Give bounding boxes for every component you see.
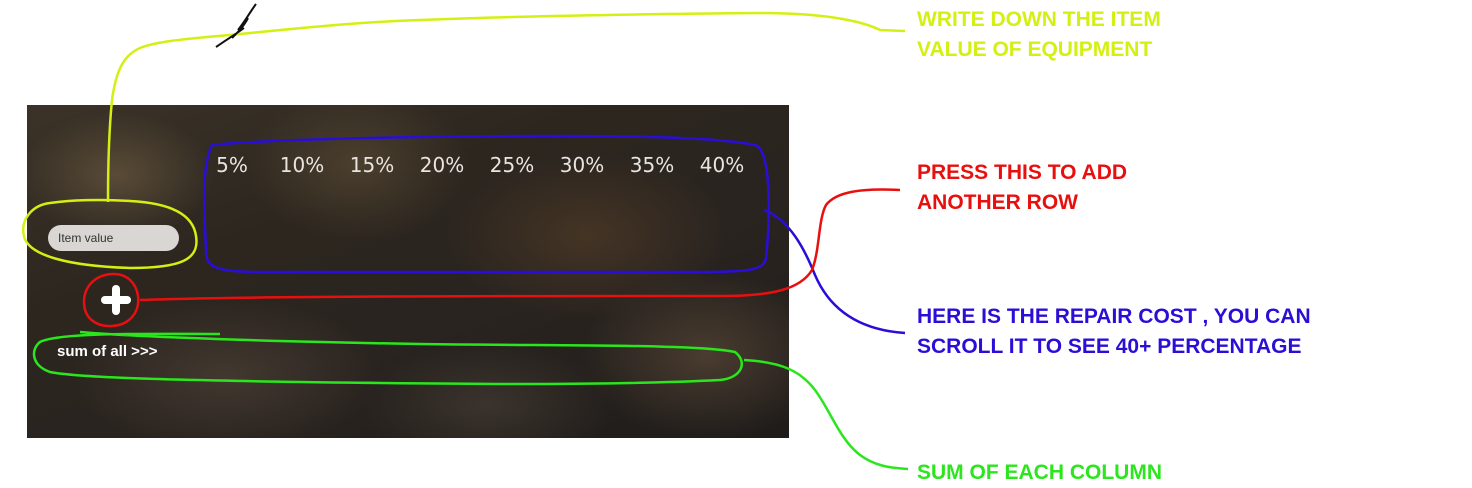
blue-highlight-box (202, 134, 770, 274)
item-value-annotation-line1: WRITE DOWN THE ITEM (917, 8, 1161, 31)
yellow-connector-line (106, 11, 906, 203)
black-scribble (215, 3, 257, 48)
item-value-input[interactable] (48, 225, 179, 251)
percent-header-35: 35% (629, 153, 675, 177)
percent-header-5: 5% (216, 153, 248, 177)
green-highlight-loop (32, 330, 744, 386)
red-connector-line (139, 188, 901, 302)
percent-header-15: 15% (349, 153, 395, 177)
percent-header-10: 10% (279, 153, 325, 177)
repair-cost-annotation-line2: SCROLL IT TO SEE 40+ PERCENTAGE (917, 335, 1302, 358)
percent-header-30: 30% (559, 153, 605, 177)
add-row-button[interactable] (96, 280, 136, 320)
percent-header-25: 25% (489, 153, 535, 177)
add-row-annotation: PRESS THIS TO ADD ANOTHER ROW (917, 158, 1127, 218)
plus-icon (101, 285, 131, 315)
percent-header-40: 40% (699, 153, 745, 177)
item-value-annotation: WRITE DOWN THE ITEM VALUE OF EQUIPMENT (917, 5, 1161, 65)
yellow-highlight-circle (21, 198, 198, 270)
repair-cost-header-row[interactable]: 5% 10% 15% 20% 25% 30% 35% 40% (216, 153, 760, 179)
sum-of-all-label: sum of all >>> (57, 343, 158, 360)
item-value-annotation-line2: VALUE OF EQUIPMENT (917, 38, 1153, 61)
red-highlight-circle (82, 272, 140, 328)
sum-annotation: SUM OF EACH COLUMN (917, 458, 1162, 488)
sum-annotation-line1: SUM OF EACH COLUMN (917, 461, 1162, 484)
green-connector-line (743, 358, 909, 471)
blue-connector-line (763, 208, 906, 335)
percent-header-20: 20% (419, 153, 465, 177)
repair-cost-annotation: HERE IS THE REPAIR COST , YOU CAN SCROLL… (917, 302, 1311, 362)
add-row-annotation-line2: ANOTHER ROW (917, 191, 1078, 214)
repair-cost-annotation-line1: HERE IS THE REPAIR COST , YOU CAN (917, 305, 1311, 328)
add-row-annotation-line1: PRESS THIS TO ADD (917, 161, 1128, 184)
